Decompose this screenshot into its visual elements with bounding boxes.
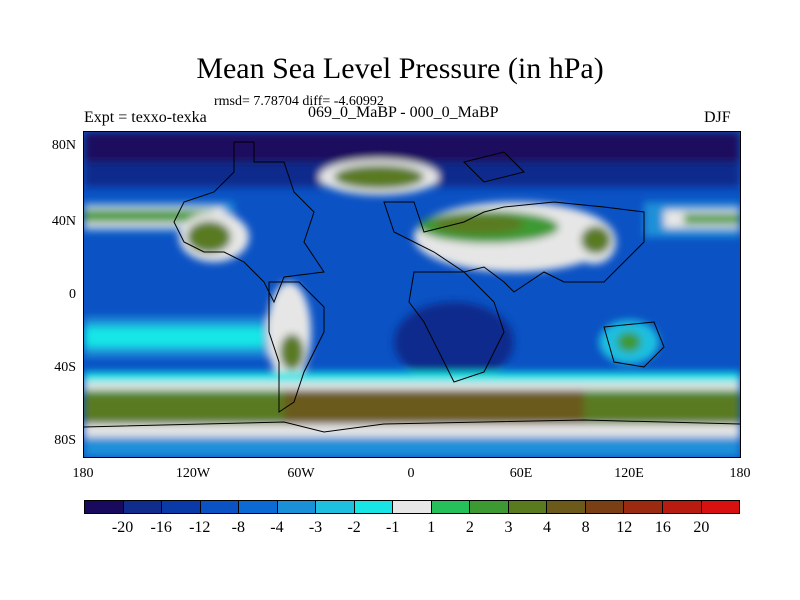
lon-tick-label: 120W: [175, 466, 211, 481]
colorbar-swatch: [354, 501, 394, 513]
lat-tick-label: 80N: [51, 138, 76, 153]
colorbar-tick-label: 3: [504, 519, 513, 536]
colorbar-tick-label: -12: [189, 519, 211, 536]
colorbar-swatch: [162, 501, 201, 513]
colorbar-swatch: [431, 501, 471, 513]
field-shading: [84, 132, 740, 457]
colorbar-tick-label: -1: [386, 519, 400, 536]
colorbar-swatch: [662, 501, 702, 513]
colorbar-tick-label: -20: [111, 519, 134, 536]
lon-tick-label: 60W: [287, 466, 315, 481]
colorbar-tick-label: 20: [693, 519, 710, 536]
stats-label: rmsd= 7.78704 diff= -4.60992: [214, 94, 384, 109]
colorbar-tick-label: 12: [616, 519, 633, 536]
colorbar-tick-label: 2: [465, 519, 474, 536]
colorbar-swatch: [585, 501, 625, 513]
lat-tick-label: 40S: [54, 360, 76, 375]
colorbar-swatch: [277, 501, 317, 513]
colorbar-tick-label: -16: [150, 519, 172, 536]
colorbar-swatch: [200, 501, 240, 513]
colorbar-swatch: [624, 501, 663, 513]
coastline-outlines: [84, 141, 740, 433]
colorbar-swatch: [85, 501, 124, 513]
lon-tick-label: 180: [729, 466, 751, 481]
lon-tick-label: 0: [407, 466, 415, 481]
colorbar-swatch: [470, 501, 509, 513]
lon-tick-label: 60E: [509, 466, 533, 481]
colorbar-tick-label: -8: [231, 519, 245, 536]
colorbar-swatch: [547, 501, 586, 513]
map-panel: [83, 131, 741, 458]
colorbar-swatch: [701, 501, 740, 513]
colorbar-swatch: [239, 501, 278, 513]
colorbar-swatch: [393, 501, 432, 513]
lon-tick-label: 180: [72, 466, 94, 481]
colorbar-swatch: [316, 501, 355, 513]
season-label: DJF: [704, 109, 731, 126]
colorbar-swatch: [123, 501, 163, 513]
colorbar: [84, 500, 740, 514]
pressure-anomaly-map: [84, 132, 740, 457]
colorbar-tick-label: -4: [270, 519, 284, 536]
colorbar-tick-label: -3: [308, 519, 323, 536]
map-subtitle: 069_0_MaBP - 000_0_MaBP: [308, 104, 499, 121]
colorbar-tick-label: 1: [427, 519, 436, 536]
lon-tick-label: 120E: [614, 466, 644, 481]
colorbar-tick-label: -2: [347, 519, 361, 536]
lat-tick-label: 80S: [54, 433, 76, 448]
lat-tick-label: 0: [69, 287, 76, 302]
colorbar-swatch: [508, 501, 548, 513]
map-title: Mean Sea Level Pressure (in hPa): [196, 52, 604, 85]
colorbar-tick-label: 4: [543, 519, 552, 536]
colorbar-tick-label: 16: [654, 519, 671, 536]
lat-tick-label: 40N: [51, 214, 76, 229]
experiment-label: Expt = texxo-texka: [84, 109, 207, 126]
colorbar-tick-label: 8: [581, 519, 590, 536]
